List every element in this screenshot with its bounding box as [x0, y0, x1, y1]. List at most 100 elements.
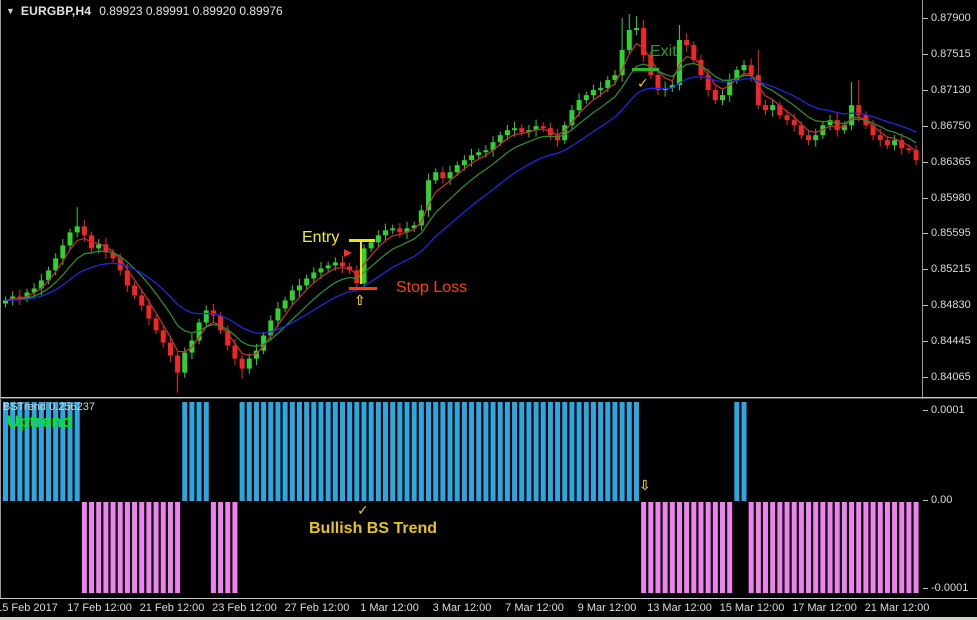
bstrend-down-bar — [806, 502, 812, 593]
bstrend-down-bar — [877, 502, 883, 593]
bstrend-down-bar — [103, 502, 109, 593]
stop-loss-line[interactable] — [349, 287, 377, 290]
bstrend-up-bar — [562, 402, 568, 501]
bstrend-down-bar — [834, 502, 840, 593]
bstrend-up-bar — [583, 402, 589, 501]
candle-body — [590, 90, 596, 96]
bstrend-up-bar — [31, 402, 37, 501]
entry-price-line[interactable] — [349, 239, 375, 242]
candle-body — [598, 88, 604, 91]
bstrend-up-bar — [67, 402, 73, 501]
bstrend-up-bar — [304, 402, 310, 501]
bstrend-up-bar — [734, 402, 740, 501]
indicator-name: BSTrend — [3, 401, 47, 413]
price-tick-label: 0.87515 — [931, 47, 971, 60]
candle-body — [856, 105, 862, 116]
candle-body — [268, 320, 274, 336]
time-axis[interactable]: 15 Feb 2017 17 Feb 12:00 21 Feb 12:00 23 Fe… — [0, 599, 977, 617]
bstrend-up-bar — [38, 402, 44, 501]
candle-body — [203, 310, 209, 323]
price-tick-mark — [923, 377, 928, 378]
bullish-trend-check-icon: ✓ — [357, 502, 369, 518]
candle-body — [275, 308, 281, 321]
bstrend-up-bar — [497, 402, 503, 501]
bstrend-up-bar — [53, 402, 59, 501]
bstrend-up-bar — [533, 402, 539, 501]
bstrend-indicator-pane[interactable] — [0, 399, 923, 598]
bstrend-up-bar — [426, 402, 432, 501]
candle-body — [239, 358, 245, 369]
candlestick-chart — [3, 13, 919, 393]
bstrend-down-bar — [791, 502, 797, 593]
bstrend-up-bar — [526, 402, 532, 501]
price-tick-mark — [923, 197, 928, 199]
candle-body — [748, 65, 754, 76]
candle-body — [368, 242, 374, 249]
bstrend-up-bar — [17, 402, 23, 501]
bstrend-up-bar — [547, 402, 553, 501]
price-axis[interactable]: 0.87900 0.87515 0.87130 0.86750 0.86365 0.859… — [923, 0, 977, 598]
bstrend-down-bar — [906, 502, 912, 593]
bstrend-down-bar — [892, 502, 898, 593]
bstrend-down-bar — [160, 502, 166, 593]
candle-body — [913, 150, 919, 161]
price-tick-label: 0.84830 — [931, 299, 971, 312]
candle-body — [612, 75, 618, 81]
time-axis-label: 7 Mar 12:00 — [505, 602, 564, 614]
price-axis-border — [922, 0, 923, 598]
candle-body — [512, 128, 518, 131]
pane-separator[interactable] — [0, 397, 977, 398]
candle-body — [526, 130, 532, 133]
price-tick-mark — [923, 125, 928, 127]
bstrend-up-bar — [268, 402, 274, 501]
candle-body — [24, 292, 30, 299]
candle-body — [361, 248, 367, 284]
bstrend-up-bar — [447, 402, 453, 501]
bstrend-up-bar — [189, 402, 195, 501]
candle-body — [906, 148, 912, 151]
candle-body — [454, 165, 460, 173]
bstrend-down-bar — [655, 502, 661, 593]
bstrend-down-bar — [899, 502, 905, 593]
main-chart-pane[interactable] — [0, 0, 923, 397]
bstrend-down-bar — [849, 502, 855, 593]
symbol-dropdown-icon[interactable]: ▼ — [6, 6, 15, 16]
bstrend-up-bar — [483, 402, 489, 501]
candle-body — [469, 155, 475, 161]
bstrend-up-bar — [203, 402, 209, 501]
price-tick-mark — [923, 341, 928, 343]
time-axis-label: 1 Mar 12:00 — [360, 602, 419, 614]
bullish-trend-label: Bullish BS Trend — [309, 520, 438, 537]
bstrend-up-bar — [569, 402, 575, 501]
entry-arrow-icon — [344, 249, 352, 257]
bstrend-up-bar — [347, 402, 353, 501]
candle-body — [849, 105, 855, 126]
bstrend-down-bar — [684, 502, 690, 593]
exit-price-line[interactable] — [632, 68, 659, 71]
candle-body — [426, 180, 432, 211]
candle-body — [433, 172, 439, 181]
candle-body — [877, 135, 883, 141]
candle-body — [684, 39, 690, 46]
price-tick-mark — [923, 305, 928, 307]
candle-body — [110, 252, 116, 259]
price-tick-label: 0.84445 — [931, 335, 971, 348]
bstrend-down-bar — [870, 502, 876, 593]
bstrend-down-bar — [641, 502, 647, 593]
bstrend-down-bar — [705, 502, 711, 593]
candle-body — [304, 278, 310, 286]
bstrend-up-bar — [332, 402, 338, 501]
price-tick-mark — [923, 53, 928, 55]
bstrend-down-bar — [913, 502, 919, 593]
candle-body — [676, 39, 682, 86]
indicator-scale-label: 0.00 — [931, 494, 953, 506]
bstrend-up-bar — [383, 402, 389, 501]
bstrend-down-bar — [798, 502, 804, 593]
candle-body — [246, 358, 252, 369]
buy-signal-arrow-icon: ⇧ — [354, 292, 366, 308]
stop-loss-label: Stop Loss — [396, 279, 468, 296]
bstrend-up-bar — [390, 402, 396, 501]
bstrend-up-bar — [476, 402, 482, 501]
bstrend-down-bar — [232, 502, 238, 593]
bstrend-up-bar — [325, 402, 331, 501]
